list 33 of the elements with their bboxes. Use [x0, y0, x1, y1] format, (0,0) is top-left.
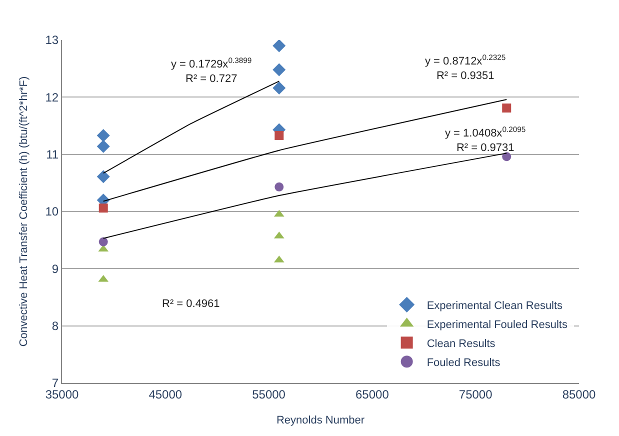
point: [96, 170, 110, 184]
annotation: R² = 0.4961: [162, 298, 220, 310]
point: [98, 237, 108, 246]
point: [272, 40, 286, 52]
legend-label: Fouled Results: [426, 356, 501, 369]
point: [96, 140, 110, 153]
legend-label: Clean Results: [426, 338, 496, 350]
x-tick-label: 65000: [356, 387, 390, 402]
y-tick-label: 10: [45, 204, 59, 219]
y-tick-label: 9: [52, 262, 59, 276]
x-tick-label: 55000: [252, 387, 286, 402]
point: [274, 130, 284, 140]
annotation: y = 0.1729x$^{0.3899}$ R² = 0.727: [171, 56, 252, 85]
y-tick-label: 12: [45, 90, 59, 104]
point: [96, 128, 110, 142]
point: [502, 104, 512, 113]
y-tick-label: 13: [45, 33, 59, 48]
legend-label: Experimental Clean Results: [426, 300, 564, 312]
point: [98, 204, 108, 213]
annotation: y = 1.0408x$^{0.2095}$ R² = 0.9731: [445, 125, 526, 154]
point: [502, 152, 512, 162]
y-tick-label: 11: [46, 148, 59, 162]
x-tick-label: 85000: [562, 387, 596, 402]
point: [272, 63, 286, 76]
x-tick-label: 45000: [148, 387, 182, 402]
point: [274, 182, 284, 192]
x-axis-title: Reynolds Number: [276, 414, 365, 427]
annotation: y = 0.8712x$^{0.2325}$ R² = 0.9351: [425, 53, 506, 82]
y-axis-title: Convective Heat Transfer Coefficient (h) (btu/(ft^2*hr*F): [18, 76, 30, 347]
x-tick-label: 75000: [458, 387, 493, 402]
point: [272, 82, 286, 95]
y-tick-label: 8: [52, 319, 59, 334]
legend-label: Experimental Fouled Results: [426, 318, 568, 331]
